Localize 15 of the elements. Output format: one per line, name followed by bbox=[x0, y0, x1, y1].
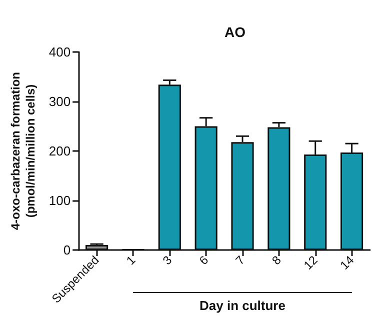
x-tick-label: 14 bbox=[337, 252, 357, 272]
x-tick-label: 1 bbox=[124, 252, 138, 268]
y-tick-label: 400 bbox=[48, 44, 71, 60]
x-tick-label: 12 bbox=[300, 252, 321, 272]
x-tick-label: 3 bbox=[160, 252, 175, 268]
x-tick-label: 7 bbox=[232, 252, 248, 268]
x-tick-label: 8 bbox=[269, 252, 284, 268]
chart-title: AO bbox=[224, 24, 246, 40]
y-tick-label: 300 bbox=[48, 94, 71, 109]
x-axis-title: Day in culture bbox=[198, 298, 286, 313]
y-tick-label: 100 bbox=[48, 193, 71, 208]
y-tick-label: 200 bbox=[48, 144, 71, 158]
x-tick-label: 6 bbox=[196, 252, 212, 268]
y-axis-title: 4-oxo-carbazeran formation (pmol/min/million cells) bbox=[8, 72, 38, 230]
y-tick-label: 0 bbox=[63, 242, 71, 258]
